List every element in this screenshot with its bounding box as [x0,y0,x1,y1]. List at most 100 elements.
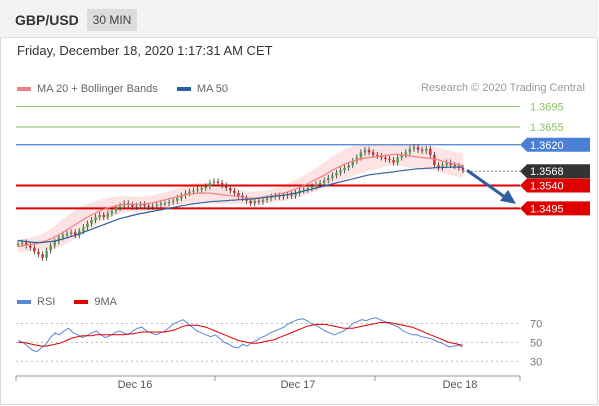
legend-item-ma20: MA 20 + Bollinger Bands [17,83,158,95]
candle-body [327,177,330,181]
level-tag-1.3495 [520,201,590,216]
candle-body [196,189,199,191]
candle-body [249,200,252,204]
level-tag-1.3620 [520,137,590,152]
level-label-1.3568: 1.3568 [530,166,564,178]
candle-body [310,186,314,189]
rsi-tick-50: 50 [530,337,542,349]
candle-body [453,165,457,167]
candle-body [110,210,114,214]
timeframe-badge[interactable]: 30 MIN [87,9,137,31]
level-label-1.3695: 1.3695 [530,102,564,114]
x-tick-label-Dec-17: Dec 17 [281,379,316,391]
candle-body [461,167,465,171]
legend-item-ma50: MA 50 [176,83,228,95]
9ma-line [18,322,463,347]
candle-body [282,195,285,197]
candle-body [416,147,420,150]
candle-body [139,204,142,206]
candle-body [314,184,318,187]
symbol-label: GBP/USD [15,12,79,28]
candle-body [347,165,350,168]
candle-body [65,233,69,236]
candle-body [253,200,257,204]
candle-body [322,180,326,183]
level-tag-1.3540 [520,178,590,193]
level-label-1.3655: 1.3655 [530,122,564,134]
9ma-swatch [74,300,89,304]
forecast-arrow-head [500,189,516,204]
legend-ma20-label: MA 20 + Bollinger Bands [37,83,158,95]
level-label-1.3620: 1.3620 [530,140,564,152]
ma50-swatch [176,87,191,91]
candle-body [171,200,175,202]
candle-body [376,154,379,156]
candle-body [131,204,134,207]
candle-body [53,241,57,246]
legend-item-9ma: 9MA [74,296,117,308]
candle-body [135,205,138,207]
candle-body [306,188,310,190]
ma50-line [17,166,463,244]
candle-body [200,188,203,190]
candle-body [367,149,371,153]
candle-body [412,147,416,149]
candle-body [441,165,444,168]
level-label-1.3540: 1.3540 [530,180,564,192]
candle-body [339,170,342,173]
candle-body [98,215,101,218]
ma20-line [17,153,464,248]
candle-body [90,220,93,224]
candle-body [318,182,322,185]
candle-body [192,190,195,192]
candle-body [400,154,403,158]
candle-body [351,161,354,166]
candle-body [204,186,208,189]
candle-body [359,152,363,158]
candle-body [437,165,440,168]
rsi-line [18,317,463,353]
candle-body [424,148,428,151]
candle-body [212,181,216,183]
level-label-1.3495: 1.3495 [530,203,564,215]
candle-body [343,167,346,171]
candle-body [261,199,265,202]
main-legend: MA 20 + Bollinger Bands MA 50 [17,82,244,95]
candle-body [176,198,179,201]
candle-body [257,200,261,202]
candle-body [61,235,65,238]
candle-body [37,251,40,255]
candle-body [45,250,48,258]
candle-body [29,245,32,248]
forecast-arrow-shaft [466,169,507,200]
candle-body [363,149,367,153]
candle-body [114,207,118,211]
candle-body [433,154,436,166]
bollinger-band [18,143,463,253]
candle-body [396,157,399,163]
candle-body [408,148,412,153]
candle-body [41,254,44,258]
candle-body [33,247,36,252]
candle-body [102,215,105,218]
level-tag-1.3568 [520,164,590,179]
candle-body [331,175,334,178]
candle-body [449,162,452,166]
candle-body [118,205,122,208]
x-tick-label-Dec-16: Dec 16 [118,379,153,391]
candle-body [49,245,52,251]
candle-body [167,201,171,204]
candle-body [147,205,150,207]
candle-body [69,232,73,234]
x-tick-label-Dec-18: Dec 18 [443,379,478,391]
research-credit: Research © 2020 Trading Central [420,82,585,94]
candle-body [335,172,338,176]
candle-body [233,190,236,194]
candle-body [265,198,269,200]
candle-body [420,149,424,151]
chart-header: GBP/USD 30 MIN [0,0,598,38]
ma20-swatch [17,87,31,91]
legend-9ma-label: 9MA [94,296,118,308]
candle-body [380,155,383,158]
candle-body [220,182,224,186]
